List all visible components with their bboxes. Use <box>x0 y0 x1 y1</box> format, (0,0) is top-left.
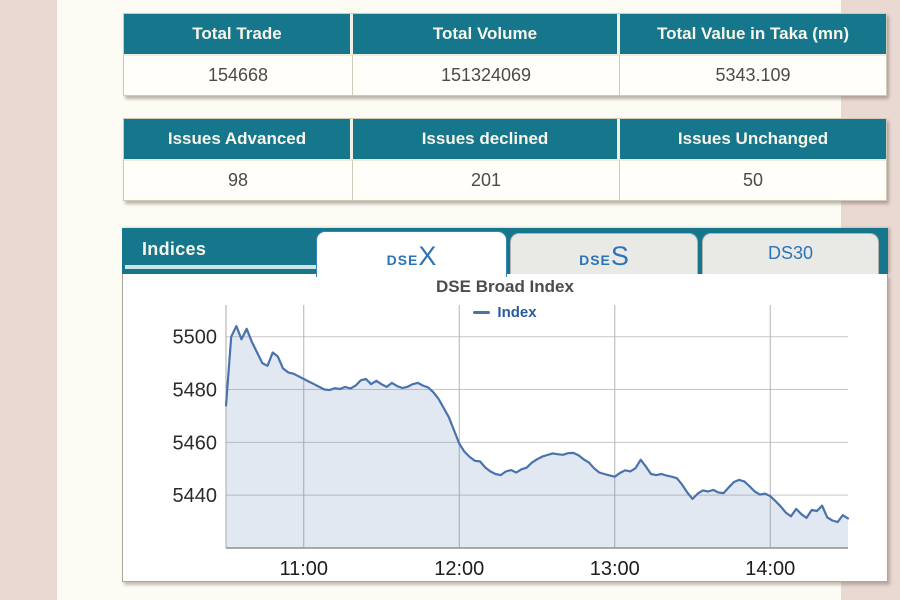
issues-table-value-row: 98 201 50 <box>124 159 886 200</box>
x-axis-label: 12:00 <box>434 558 484 580</box>
y-axis-label: 5500 <box>173 327 218 349</box>
issues-table: Issues Advanced Issues declined Issues U… <box>123 118 887 201</box>
x-axis-label: 14:00 <box>745 558 795 580</box>
chart-title: DSE Broad Index <box>436 277 574 296</box>
legend-line-icon <box>473 311 491 314</box>
tab-dses-label-suffix: S <box>610 241 629 271</box>
issues-table-header-row: Issues Advanced Issues declined Issues U… <box>124 119 886 159</box>
value-total-trade: 154668 <box>124 54 353 95</box>
header-total-volume: Total Volume <box>353 14 620 54</box>
index-line <box>224 324 850 524</box>
x-axis-label: 13:00 <box>590 558 640 580</box>
y-axis-label: 5440 <box>173 485 218 507</box>
value-issues-unchanged: 50 <box>620 159 886 200</box>
y-axis-label: 5460 <box>173 432 218 454</box>
totals-table-header-row: Total Trade Total Volume Total Value in … <box>124 14 886 54</box>
header-total-trade: Total Trade <box>124 14 353 54</box>
totals-table: Total Trade Total Volume Total Value in … <box>123 13 887 96</box>
legend-series-label: Index <box>497 304 537 321</box>
index-chart-panel: 5500 5480 5460 5440 11:00 12:00 13:00 14:00 DSE… <box>122 274 888 582</box>
tab-dsex-label-prefix: DSE <box>386 252 419 268</box>
tab-dsex[interactable]: DSE X <box>316 231 507 277</box>
header-issues-unchanged: Issues Unchanged <box>677 129 829 148</box>
tab-dses-label-prefix: DSE <box>579 252 611 268</box>
chart-legend[interactable]: Index <box>123 304 887 321</box>
index-area-chart: 5500 5480 5460 5440 11:00 12:00 13:00 14:00 <box>173 305 850 580</box>
value-total-value: 5343.109 <box>620 54 886 95</box>
tab-ds30[interactable]: DS30 <box>702 233 879 274</box>
value-issues-declined: 201 <box>353 159 620 200</box>
indices-underline <box>125 265 319 269</box>
tab-dsex-label-suffix: X <box>418 241 437 271</box>
index-area-fill <box>226 326 848 548</box>
header-issues-declined: Issues declined <box>353 119 620 159</box>
value-total-volume: 151324069 <box>353 54 620 95</box>
totals-table-value-row: 154668 151324069 5343.109 <box>124 54 886 95</box>
indices-section-label: Indices <box>142 239 207 259</box>
value-issues-advanced: 98 <box>124 159 353 200</box>
header-total-value: Total Value in Taka (mn) <box>656 24 850 43</box>
y-axis-label: 5480 <box>173 380 218 402</box>
content-column: Total Trade Total Volume Total Value in … <box>57 0 888 600</box>
tab-ds30-label: DS30 <box>767 243 814 263</box>
tab-dses[interactable]: DSE S <box>510 233 698 274</box>
header-issues-advanced: Issues Advanced <box>124 119 353 159</box>
x-axis-label: 11:00 <box>279 558 328 580</box>
